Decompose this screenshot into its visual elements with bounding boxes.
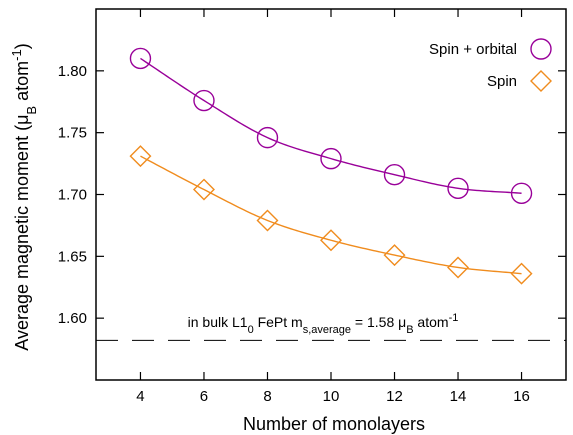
y-axis-label-mid: atom (12, 61, 32, 106)
reference-line-label: in bulk L10 FePt ms,average = 1.58 μB at… (188, 312, 459, 336)
x-tick-label: 6 (200, 388, 208, 405)
point-spin-orbital (129, 47, 152, 70)
y-tick-label: 1.65 (58, 248, 87, 265)
y-axis-label-sup: -1 (9, 49, 24, 61)
fit-curves (140, 57, 522, 275)
curve-spin (140, 155, 522, 275)
x-tick-label: 14 (450, 388, 467, 405)
point-spin-orbital (193, 89, 215, 112)
legend: Spin + orbital Spin (429, 38, 552, 92)
point-spin (383, 244, 406, 267)
y-axis-label-sub: B (24, 106, 39, 115)
x-tick-label: 16 (513, 388, 530, 405)
y-tick-label: 1.75 (58, 125, 87, 142)
x-tick-label: 12 (386, 388, 403, 405)
ref-label-mid: FePt m (254, 314, 303, 330)
point-spin-orbital (256, 126, 279, 149)
legend-marker-spin-orbital (530, 38, 552, 60)
x-axis-ticks: 4 6 8 10 12 14 16 (136, 9, 530, 405)
x-tick-label: 10 (323, 388, 340, 405)
y-tick-label: 1.60 (58, 310, 87, 327)
x-tick-label: 4 (136, 388, 144, 405)
x-tick-label: 8 (263, 388, 271, 405)
legend-label-spin-orbital: Spin + orbital (429, 41, 517, 58)
legend-marker-spin (530, 70, 552, 92)
point-spin (320, 229, 342, 252)
point-spin (510, 262, 533, 285)
data-markers (129, 47, 533, 285)
y-axis-label-end: ) (12, 43, 32, 49)
curve-spin-orbital (140, 57, 522, 194)
ref-label-unit: atom (414, 314, 449, 330)
y-axis-label: Average magnetic moment (μB atom-1) (9, 43, 39, 350)
ref-label-sub1: 0 (248, 324, 254, 336)
point-spin (256, 209, 279, 232)
x-axis-label: Number of monolayers (243, 414, 425, 434)
point-spin-orbital (510, 182, 533, 204)
ref-label-post: = 1.58 μ (351, 314, 406, 330)
y-tick-label: 1.70 (58, 187, 87, 204)
y-axis-ticks: 1.60 1.65 1.70 1.75 1.80 (58, 63, 566, 327)
point-spin (129, 145, 152, 168)
point-spin-orbital (383, 164, 406, 186)
ref-label-pre: in bulk L1 (188, 314, 248, 330)
ref-label-sup: -1 (449, 312, 459, 324)
point-spin-orbital (320, 147, 342, 170)
y-axis-label-main: Average magnetic moment (μ (12, 115, 32, 351)
legend-label-spin: Spin (487, 73, 517, 90)
point-spin (192, 178, 215, 201)
ref-label-sub3: B (406, 324, 413, 336)
point-spin (447, 256, 470, 279)
y-tick-label: 1.80 (58, 63, 87, 80)
point-spin-orbital (447, 177, 469, 200)
ref-label-sub2: s,average (303, 324, 351, 336)
